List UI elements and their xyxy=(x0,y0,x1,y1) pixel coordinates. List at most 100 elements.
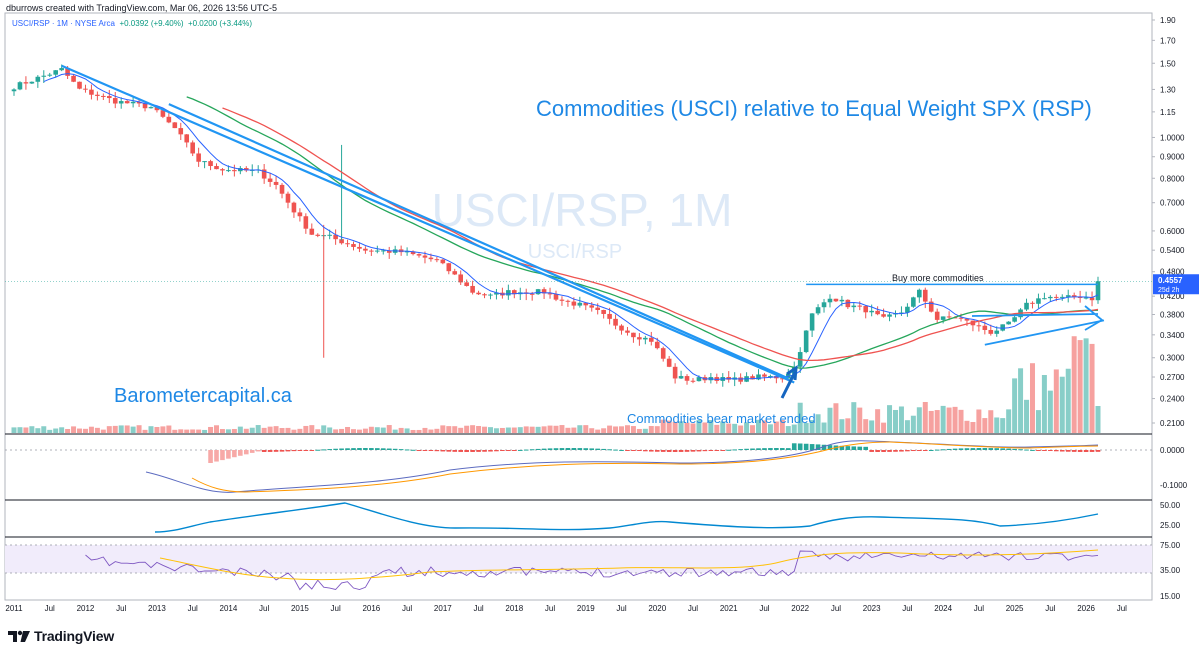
candle-body xyxy=(41,75,47,77)
candle-body xyxy=(1059,296,1065,298)
candle-body xyxy=(887,314,892,317)
candle xyxy=(178,122,184,141)
candle-body xyxy=(982,325,988,330)
volume-bar xyxy=(601,428,607,433)
candle xyxy=(238,166,243,175)
volume-bar xyxy=(779,419,785,433)
macd-hist-bar xyxy=(375,448,380,450)
volume-bar xyxy=(839,419,845,433)
candle xyxy=(261,164,267,184)
candle-body xyxy=(1036,298,1041,304)
candle-body xyxy=(869,310,874,313)
candle-body xyxy=(678,376,684,379)
macd-hist-bar xyxy=(380,448,386,450)
macd-hist-bar xyxy=(446,450,452,452)
macd-hist-bar xyxy=(887,450,892,452)
volume-bar xyxy=(148,426,154,433)
candle xyxy=(976,320,982,332)
volume-bar xyxy=(505,427,511,433)
last-price-badge xyxy=(1153,274,1199,295)
candle-body xyxy=(738,377,743,382)
volume-bars xyxy=(11,336,1101,433)
rsi-ma-line xyxy=(159,549,1099,581)
price-tick-label: 1.50 xyxy=(1160,59,1176,68)
candle-body xyxy=(208,161,213,167)
candle-body xyxy=(71,75,76,82)
candle xyxy=(59,64,64,72)
volume-bar xyxy=(297,428,303,433)
candle xyxy=(1030,301,1035,309)
bottom-label: Commodities bear market ended xyxy=(627,411,816,426)
candle-body xyxy=(11,89,17,92)
volume-bar xyxy=(720,421,726,433)
candle xyxy=(71,74,76,83)
volume-bar xyxy=(291,429,297,433)
price-tick-label: 0.8000 xyxy=(1160,174,1185,183)
macd-hist-bar xyxy=(768,448,773,450)
symbol-legend[interactable]: USCI/RSP · 1M · NYSE Arca +0.0392 (+9.40… xyxy=(12,19,252,28)
candle xyxy=(863,305,869,319)
time-tick-label: Jul xyxy=(759,604,769,613)
time-tick-label: 2018 xyxy=(505,604,523,613)
time-tick-label: Jul xyxy=(1117,604,1127,613)
volume-bar xyxy=(452,426,458,433)
macd-hist-bar xyxy=(911,450,916,452)
candle xyxy=(23,76,29,90)
volume-bar xyxy=(690,423,696,433)
macd-hist-bar xyxy=(643,450,648,452)
volume-bar xyxy=(940,405,946,433)
macd-hist-bar xyxy=(738,449,743,451)
volume-bar xyxy=(303,425,309,433)
candle xyxy=(488,293,493,300)
candle xyxy=(1071,292,1077,300)
macd-hist-bar xyxy=(672,450,678,452)
macd-hist-bar xyxy=(345,448,350,450)
candle-body xyxy=(267,178,273,182)
countdown-label: 25d 2h xyxy=(1158,287,1180,294)
candle-body xyxy=(1006,321,1011,325)
volume-bar xyxy=(434,428,440,433)
candle xyxy=(345,239,350,248)
macd-hist-bar xyxy=(827,445,833,450)
candle xyxy=(351,241,356,251)
candle xyxy=(506,284,511,300)
candle xyxy=(500,287,505,299)
candle-body xyxy=(29,81,35,84)
candle-body xyxy=(279,184,285,194)
candle xyxy=(130,97,136,108)
candle xyxy=(905,303,910,317)
volume-bar xyxy=(350,429,356,433)
candle-body xyxy=(768,376,773,378)
volume-bar xyxy=(833,403,839,433)
volume-bar xyxy=(785,426,791,433)
macd-zero-tick: 0.0000 xyxy=(1160,446,1185,455)
macd-hist-bar xyxy=(791,443,797,450)
candle-body xyxy=(291,202,297,213)
tradingview-footer[interactable]: TradingView xyxy=(8,626,114,646)
macd-hist-bar xyxy=(422,450,428,451)
candle xyxy=(196,147,201,167)
volume-bar xyxy=(267,426,273,433)
volume-bar xyxy=(875,409,881,433)
candle-body xyxy=(130,101,136,104)
candle-body xyxy=(309,228,315,235)
candle-body xyxy=(1000,324,1006,331)
time-axis: 2011 Jul 2012 Jul 2013 Jul 2014 Jul 2015 Jul 2016 J… xyxy=(5,604,1127,613)
macd-hist-bar xyxy=(875,450,880,452)
volume-bar xyxy=(285,427,291,433)
candle-body xyxy=(845,299,851,308)
candle-body xyxy=(17,82,23,90)
candle-body xyxy=(714,377,720,381)
candle xyxy=(124,99,130,104)
time-tick-label: Jul xyxy=(331,604,341,613)
macd-hist-bar xyxy=(1089,450,1095,452)
volume-bar xyxy=(166,425,172,433)
macd-hist-bar xyxy=(488,450,493,452)
candle-body xyxy=(47,74,53,76)
volume-bar xyxy=(464,425,470,433)
candle-body xyxy=(345,243,350,245)
macd-hist-bar xyxy=(1000,448,1006,450)
volume-bar xyxy=(487,427,493,433)
macd-hist-bar xyxy=(386,448,392,450)
volume-bar xyxy=(767,424,773,433)
